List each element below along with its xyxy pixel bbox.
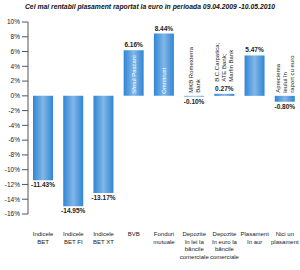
svg-text:8%: 8%	[11, 33, 21, 40]
svg-text:6%: 6%	[11, 48, 21, 55]
svg-text:BVB: BVB	[128, 231, 140, 237]
svg-text:comerciale: comerciale	[180, 254, 210, 260]
html-text:Cel mai rentabil plasament rap: Cel mai rentabil plasament raportat la e…	[25, 3, 275, 10]
svg-text:-0.10%: -0.10%	[184, 98, 205, 105]
svg-text:-4%: -4%	[8, 122, 20, 129]
svg-text:-14.95%: -14.95%	[61, 207, 85, 214]
svg-text:-11.43%: -11.43%	[31, 181, 55, 188]
svg-text:Marfin Bank: Marfin Bank	[228, 49, 234, 82]
svg-text:5.47%: 5.47%	[245, 46, 264, 53]
svg-text:comerciale: comerciale	[210, 254, 240, 260]
svg-text:BET XT: BET XT	[93, 239, 114, 245]
svg-text:mutuale: mutuale	[153, 239, 175, 245]
svg-text:-10%: -10%	[8, 166, 20, 173]
svg-text:Sfetul Pascani: Sfetul Pascani	[131, 55, 137, 93]
svg-text:raport cu euro: raport cu euro	[289, 55, 292, 93]
svg-text:6.16%: 6.16%	[124, 41, 143, 48]
svg-text:Indicele: Indicele	[63, 231, 84, 237]
svg-text:10%: 10%	[8, 18, 20, 25]
svg-text:băncile: băncile	[215, 246, 235, 252]
svg-text:0.27%: 0.27%	[215, 85, 234, 92]
svg-text:-16%: -16%	[8, 210, 20, 217]
svg-text:plasament: plasament	[271, 239, 292, 245]
svg-text:-12%: -12%	[8, 181, 20, 188]
svg-text:B.C.Carpatica;: B.C.Carpatica;	[214, 43, 220, 82]
svg-text:2%: 2%	[11, 77, 21, 84]
svg-text:-2%: -2%	[8, 107, 20, 114]
svg-text:Indicele: Indicele	[93, 231, 114, 237]
svg-text:Fonduri: Fonduri	[154, 231, 174, 237]
svg-text:Nici un: Nici un	[276, 231, 292, 237]
svg-text:în euro la: în euro la	[211, 239, 238, 245]
svg-text:-6%: -6%	[8, 136, 20, 143]
svg-text:Aprecierea: Aprecierea	[275, 63, 281, 93]
svg-text:în lei la: în lei la	[184, 239, 205, 245]
svg-text:Depozite: Depozite	[213, 231, 237, 237]
svg-text:BET FI: BET FI	[64, 239, 83, 245]
svg-text:4%: 4%	[11, 63, 21, 70]
svg-text:Plasament: Plasament	[240, 231, 269, 237]
svg-text:-8%: -8%	[8, 151, 20, 158]
svg-text:Bank: Bank	[195, 78, 201, 93]
svg-text:-13.17%: -13.17%	[91, 194, 115, 201]
svg-text:8.44%: 8.44%	[155, 25, 174, 32]
svg-text:Omnitrust: Omnitrust	[161, 68, 167, 94]
svg-text:Depozite: Depozite	[182, 231, 206, 237]
svg-text:-0.80%: -0.80%	[274, 103, 292, 110]
svg-text:-14%: -14%	[8, 196, 20, 203]
svg-text:ATE Bank;: ATE Bank;	[221, 53, 227, 82]
svg-text:0%: 0%	[11, 92, 21, 99]
svg-text:băncile: băncile	[185, 246, 205, 252]
svg-text:Indicele: Indicele	[33, 231, 54, 237]
svg-text:MKB Romexterra: MKB Romexterra	[188, 46, 194, 93]
svg-text:leului în: leului în	[282, 72, 288, 93]
svg-text:BET: BET	[37, 239, 49, 245]
svg-text:în aur: în aur	[246, 239, 262, 245]
